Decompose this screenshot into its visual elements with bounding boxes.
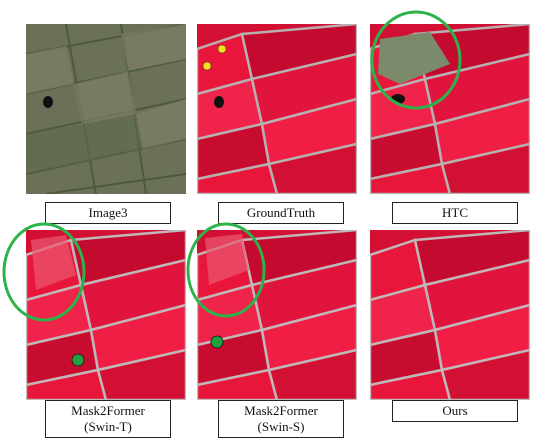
caption-mask2former-s-line2: (Swin-S)	[257, 419, 305, 434]
caption-mask2former-t: Mask2Former (Swin-T)	[45, 400, 171, 438]
caption-ours-text: Ours	[442, 403, 468, 418]
mask2former-s-panel	[197, 230, 357, 400]
caption-htc: HTC	[392, 202, 518, 224]
ours-panel	[370, 230, 530, 400]
caption-groundtruth-text: GroundTruth	[246, 205, 316, 220]
caption-image3: Image3	[45, 202, 171, 224]
ours-segmentation	[370, 230, 530, 400]
mask2former-t-panel	[26, 230, 186, 400]
error-marker	[71, 353, 85, 367]
error-marker	[210, 335, 224, 349]
htc-segmentation	[370, 24, 530, 194]
caption-image3-text: Image3	[88, 205, 128, 220]
caption-mask2former-s-line1: Mask2Former	[244, 403, 318, 418]
caption-mask2former-s: Mask2Former (Swin-S)	[218, 400, 344, 438]
aerial-image	[26, 24, 186, 194]
gt-marker-1	[217, 44, 227, 54]
caption-groundtruth: GroundTruth	[218, 202, 344, 224]
image3-panel	[26, 24, 186, 194]
groundtruth-panel	[197, 24, 357, 194]
caption-mask2former-t-line1: Mask2Former	[71, 403, 145, 418]
gt-marker-2	[202, 61, 212, 71]
caption-mask2former-t-line2: (Swin-T)	[84, 419, 132, 434]
caption-htc-text: HTC	[442, 205, 468, 220]
htc-panel	[370, 24, 530, 194]
caption-ours: Ours	[392, 400, 518, 422]
mask2former-s-segmentation	[197, 230, 357, 400]
mask2former-t-segmentation	[26, 230, 186, 400]
groundtruth-segmentation	[197, 24, 357, 194]
